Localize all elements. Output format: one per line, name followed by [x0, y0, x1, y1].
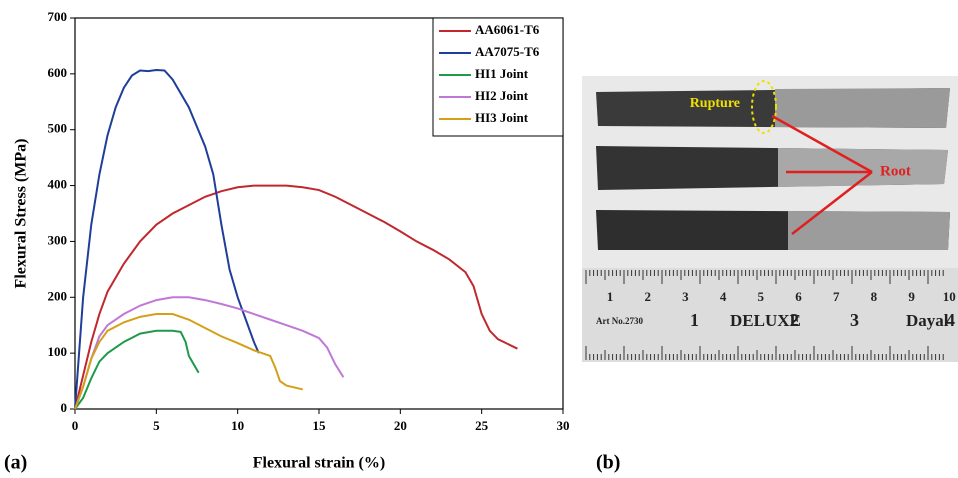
y-tick-label: 300 [48, 232, 68, 247]
line [74, 329, 200, 410]
rupture-marker [751, 80, 777, 134]
x-axis-title: Flexural strain (%) [253, 455, 385, 472]
photo: Rupture Root [582, 76, 958, 362]
y-tick-label: 0 [61, 400, 68, 415]
ruler-number: 8 [871, 289, 878, 304]
line [74, 184, 518, 410]
legend-box [432, 17, 564, 137]
x-tick-label: 0 [72, 418, 79, 433]
ruler-text: 1 [690, 310, 699, 330]
x-tick-label: 25 [475, 418, 489, 433]
ruler-number: 9 [908, 289, 915, 304]
ruler-number: 3 [682, 289, 689, 304]
ruler-number: 7 [833, 289, 840, 304]
ruler-number: 10 [943, 289, 956, 304]
ruler-text: Dayal [906, 311, 949, 330]
root-label: Root [880, 163, 911, 179]
panel-label: (a) [4, 452, 27, 474]
y-tick-label: 200 [48, 288, 68, 303]
ruler-ticks [585, 270, 944, 360]
ruler-number: 5 [758, 289, 765, 304]
strip-weld [775, 88, 950, 128]
y-tick-label: 500 [48, 121, 68, 136]
legend-label: HI1 Joint [475, 66, 529, 81]
panel-label: (b) [596, 452, 620, 474]
y-tick-label: 400 [48, 177, 68, 192]
x-tick-label: 30 [557, 418, 570, 433]
ruler-number: 6 [795, 289, 802, 304]
x-tick-label: 10 [231, 418, 244, 433]
legend-label: AA6061-T6 [475, 22, 540, 37]
ruler-text: DELUXE [730, 311, 801, 330]
arrows [771, 114, 873, 235]
strip-weld [788, 211, 950, 250]
ruler [582, 268, 958, 362]
legend-label: HI3 Joint [475, 110, 529, 125]
x-tick-label: 20 [394, 418, 407, 433]
line [74, 313, 303, 410]
y-tick-label: 700 [48, 9, 68, 24]
line [74, 296, 345, 410]
ruler-number: 4 [720, 289, 727, 304]
y-tick-label: 600 [48, 65, 68, 80]
ruler-text: 2 [790, 310, 799, 330]
ruler-number: 1 [607, 289, 614, 304]
legend-label: HI2 Joint [475, 88, 529, 103]
y-axis-title: Flexural Stress (MPa) [13, 139, 30, 289]
ruler-text: 3 [850, 310, 859, 330]
rupture-label: Rupture [690, 96, 740, 111]
ruler-text: 4 [946, 310, 955, 330]
ruler-number: 2 [644, 289, 651, 304]
legend-label: AA7075-T6 [475, 44, 540, 59]
line [74, 68, 260, 410]
y-tick-label: 100 [48, 344, 68, 359]
x-tick-label: 5 [153, 418, 160, 433]
ruler-text: Art No.2730 [596, 316, 643, 326]
x-tick-label: 15 [313, 418, 327, 433]
